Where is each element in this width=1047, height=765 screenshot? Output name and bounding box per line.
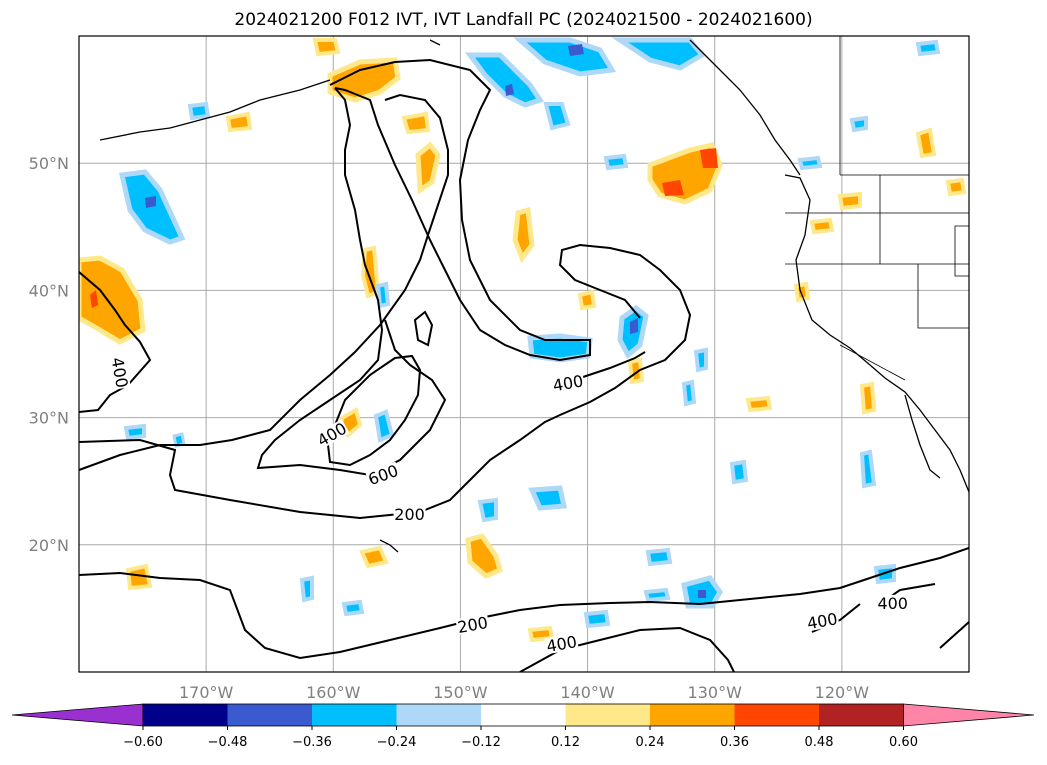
colorbar-tick-label: 0.60 <box>889 735 918 750</box>
colorbar-segment <box>565 704 651 726</box>
colorbar-segment <box>734 704 820 726</box>
map-title: 2024021200 F012 IVT, IVT Landfall PC (20… <box>234 10 813 30</box>
coastlines <box>99 39 969 553</box>
contour-label-bg <box>876 594 909 611</box>
colorbar-segment <box>312 704 397 726</box>
lat-tick-label: 40°N <box>29 281 69 300</box>
boundaries <box>785 36 969 381</box>
colorbar-tick-label: 0.24 <box>636 735 665 750</box>
latitude-labels: 20°N 30°N 40°N 50°N <box>29 154 69 555</box>
contour-label-bg <box>313 419 350 450</box>
lat-tick-label: 30°N <box>29 409 69 428</box>
contour-label-bg <box>393 505 426 522</box>
contour-label-bg <box>544 632 579 655</box>
contour-label-bg <box>455 613 490 636</box>
colorbar-extend-max <box>903 703 1035 727</box>
lon-tick-label: 140°W <box>560 683 615 702</box>
colorbar-tick-label: −0.12 <box>461 735 501 750</box>
lon-tick-label: 130°W <box>688 683 743 702</box>
map-frame <box>78 35 970 673</box>
lat-tick-label: 20°N <box>29 536 69 555</box>
colorbar-tick-label: 0.36 <box>720 735 749 750</box>
ivt-pc-fill <box>79 37 967 643</box>
colorbar-tick-label: 0.48 <box>805 735 834 750</box>
contour-label: 200 <box>394 505 425 524</box>
ivt-contours <box>79 58 969 672</box>
contour-label: 400 <box>877 594 908 613</box>
lon-tick-label: 120°W <box>815 683 870 702</box>
colorbar-outline <box>142 703 904 727</box>
colorbar-tick-label: −0.60 <box>123 735 163 750</box>
lon-tick-label: 150°W <box>433 683 488 702</box>
longitude-labels: 170°W 160°W 150°W 140°W 130°W 120°W <box>179 683 869 702</box>
contour-label-bg <box>109 355 131 390</box>
contour-label-bg <box>365 461 401 488</box>
colorbar-tick-label: −0.36 <box>292 735 332 750</box>
colorbar: −0.60 −0.48 −0.36 −0.24 −0.12 0.12 0.24 0.36 0.4… <box>11 703 1035 750</box>
lat-tick-label: 50°N <box>29 154 69 173</box>
contour-label-bg <box>805 610 840 632</box>
colorbar-extend-min <box>11 703 144 727</box>
colorbar-segment <box>819 704 904 726</box>
colorbar-segment <box>227 704 313 726</box>
colorbar-segment <box>650 704 735 726</box>
colorbar-tick-label: −0.48 <box>208 735 248 750</box>
map-background <box>79 36 969 672</box>
contour-label-bg <box>550 372 586 394</box>
colorbar-tick-label: 0.12 <box>551 735 580 750</box>
colorbar-tick-label: −0.24 <box>377 735 417 750</box>
colorbar-segment <box>396 704 482 726</box>
colorbar-segment <box>143 704 228 726</box>
lon-tick-label: 170°W <box>179 683 234 702</box>
colorbar-segment <box>481 704 566 726</box>
lon-tick-label: 160°W <box>306 683 361 702</box>
